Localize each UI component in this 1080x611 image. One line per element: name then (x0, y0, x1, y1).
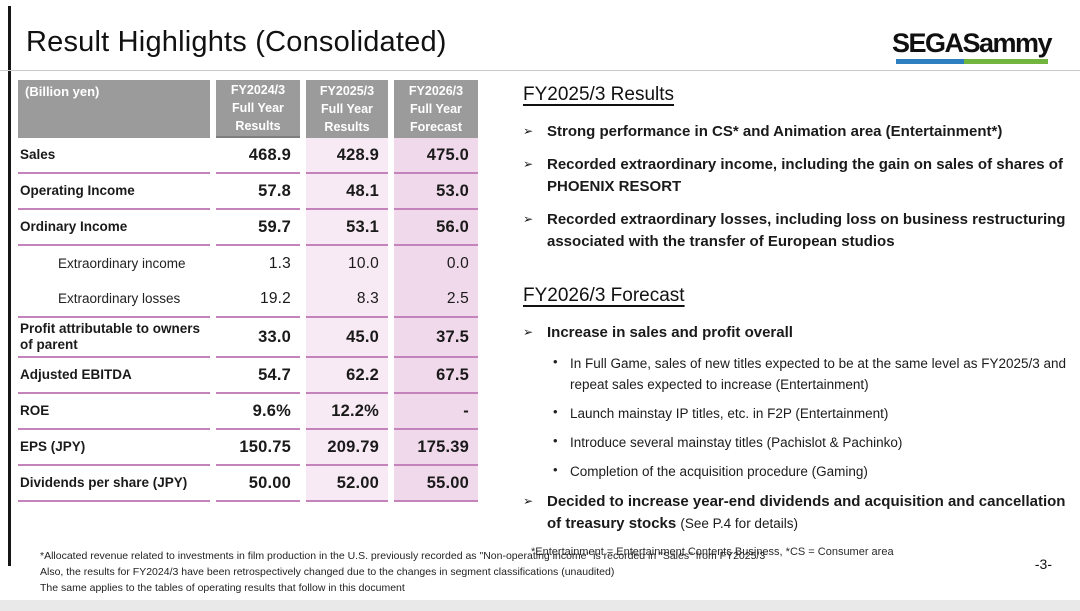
logo-underline-bar (896, 59, 1048, 64)
cell-extraordinary-income-fy2025: 10.0 (306, 246, 388, 282)
row-label-operating-income: Operating Income (18, 174, 210, 210)
row-label-ordinary-income: Ordinary Income (18, 210, 210, 246)
row-label-profit-attributable: Profit attributable to owners of parent (18, 318, 210, 359)
forecast-sub-bullet-text: Launch mainstay IP titles, etc. in F2P (… (570, 405, 889, 421)
column-header-fy2024: FY2024/3 Full Year Results (216, 80, 300, 138)
forecast-sub-bullet-text: Introduce several mainstay titles (Pachi… (570, 434, 903, 450)
financial-results-table: (Billion yen) FY2024/3 Full Year Results… (18, 80, 478, 503)
cell-extraordinary-losses-fy2025: 8.3 (306, 282, 388, 318)
row-label-extraordinary-income: Extraordinary income (58, 255, 186, 271)
arrow-bullet-icon: ➢ (523, 324, 534, 339)
cell-sales-fy2025: 428.9 (306, 138, 388, 174)
results-bullet: ➢ Strong performance in CS* and Animatio… (523, 121, 1071, 144)
header-divider (0, 70, 1080, 71)
row-label-sales: Sales (18, 138, 210, 174)
bottom-bar (0, 600, 1080, 611)
results-section: FY2025/3 Results ➢ Strong performance in… (523, 84, 1071, 254)
cell-operating-income-fy2026: 53.0 (394, 174, 478, 210)
cell-adjusted-ebitda-fy2026: 67.5 (394, 358, 478, 395)
forecast-heading: FY2026/3 Forecast (523, 284, 685, 306)
cell-sales-fy2024: 468.9 (216, 138, 300, 174)
forecast-sub-bullet: • In Full Game, sales of new titles expe… (553, 354, 1071, 396)
forecast-bullet: ➢ Decided to increase year-end dividends… (523, 491, 1071, 536)
forecast-sub-bullet-text: In Full Game, sales of new titles expect… (570, 356, 1067, 392)
forecast-sub-bullet: • Introduce several mainstay titles (Pac… (553, 433, 1071, 454)
cell-dividends-fy2025: 52.00 (306, 466, 388, 503)
footer-note-line: *Allocated revenue related to investment… (40, 550, 766, 562)
cell-adjusted-ebitda-fy2025: 62.2 (306, 358, 388, 395)
cell-roe-fy2024: 9.6% (216, 394, 300, 431)
table-unit-label: (Billion yen) (18, 80, 210, 138)
dot-bullet-icon: • (553, 461, 558, 477)
cell-ordinary-income-fy2026: 56.0 (394, 210, 478, 246)
cell-extraordinary-income-fy2026: 0.0 (394, 246, 478, 282)
forecast-bullet-bold-text: Decided to increase year-end dividends a… (547, 492, 1066, 533)
row-label-roe: ROE (18, 394, 210, 431)
footer-notes: *Allocated revenue related to investment… (40, 549, 765, 596)
left-accent-rule (8, 6, 11, 566)
cell-adjusted-ebitda-fy2024: 54.7 (216, 358, 300, 395)
results-bullet: ➢ Recorded extraordinary income, includi… (523, 154, 1071, 199)
forecast-sub-bullet: • Launch mainstay IP titles, etc. in F2P… (553, 404, 1071, 425)
forecast-bullet-text: Increase in sales and profit overall (547, 323, 793, 341)
cell-profit-attributable-fy2026: 37.5 (394, 318, 478, 359)
footer-note-line: Also, the results for FY2024/3 have been… (40, 565, 615, 578)
cell-operating-income-fy2025: 48.1 (306, 174, 388, 210)
page-number: -3- (1034, 556, 1052, 572)
forecast-sub-bullet: • Completion of the acquisition procedur… (553, 462, 1071, 483)
segasammy-logo: SEGASammy (892, 28, 1053, 64)
arrow-bullet-icon: ➢ (523, 493, 534, 508)
cell-dividends-fy2024: 50.00 (216, 466, 300, 503)
cell-profit-attributable-fy2025: 45.0 (306, 318, 388, 359)
column-header-fy2025: FY2025/3 Full Year Results (306, 80, 388, 138)
row-label-eps: EPS (JPY) (18, 430, 210, 467)
cell-ordinary-income-fy2024: 59.7 (216, 210, 300, 246)
logo-bar-green-segment (964, 59, 1048, 64)
cell-extraordinary-losses-fy2026: 2.5 (394, 282, 478, 318)
row-label-adjusted-ebitda: Adjusted EBITDA (18, 358, 210, 395)
dot-bullet-icon: • (553, 432, 558, 448)
cell-eps-fy2025: 209.79 (306, 430, 388, 467)
cell-roe-fy2025: 12.2% (306, 394, 388, 431)
cell-eps-fy2024: 150.75 (216, 430, 300, 467)
row-label-extraordinary-losses: Extraordinary losses (18, 282, 210, 318)
results-bullet-text: Recorded extraordinary income, including… (547, 155, 1063, 196)
results-heading: FY2025/3 Results (523, 84, 675, 105)
cell-operating-income-fy2024: 57.8 (216, 174, 300, 210)
cell-extraordinary-income-fy2024: 1.3 (268, 255, 291, 272)
see-details-note: (See P.4 for details) (680, 516, 798, 532)
results-bullet-text: Recorded extraordinary losses, including… (547, 210, 1066, 251)
forecast-bullet-text: Decided to increase year-end dividends a… (547, 491, 1071, 536)
cell-extraordinary-losses-fy2024: 19.2 (216, 282, 300, 318)
forecast-sub-bullet-text: Completion of the acquisition procedure … (570, 463, 868, 479)
column-header-fy2026: FY2026/3 Full Year Forecast (394, 80, 478, 138)
cell-eps-fy2026: 175.39 (394, 430, 478, 467)
cell-sales-fy2026: 475.0 (394, 138, 478, 174)
arrow-bullet-icon: ➢ (523, 156, 534, 171)
arrow-bullet-icon: ➢ (523, 211, 534, 226)
logo-bar-blue-segment (896, 59, 965, 64)
commentary-panel: FY2025/3 Results ➢ Strong performance in… (523, 84, 1071, 558)
results-bullet: ➢ Recorded extraordinary losses, includi… (523, 209, 1071, 254)
forecast-section: FY2026/3 Forecast ➢ Increase in sales an… (523, 285, 1071, 558)
cell-profit-attributable-fy2024: 33.0 (216, 318, 300, 359)
results-bullet-text: Strong performance in CS* and Animation … (547, 123, 1003, 140)
cell-roe-fy2026: - (394, 394, 478, 431)
cell-ordinary-income-fy2025: 53.1 (306, 210, 388, 246)
forecast-bullet: ➢ Increase in sales and profit overall (523, 322, 1071, 345)
row-label-dividends: Dividends per share (JPY) (18, 466, 210, 503)
dot-bullet-icon: • (553, 354, 558, 369)
arrow-bullet-icon: ➢ (523, 124, 534, 138)
cell-dividends-fy2026: 55.00 (394, 466, 478, 503)
footer-note-line: The same applies to the tables of operat… (40, 581, 405, 594)
definitions-footnote: *Entertainment = Entertainment Contents … (531, 545, 894, 558)
page-title: Result Highlights (Consolidated) (26, 26, 447, 58)
logo-text: SEGASammy (892, 28, 1053, 58)
dot-bullet-icon: • (553, 403, 558, 419)
